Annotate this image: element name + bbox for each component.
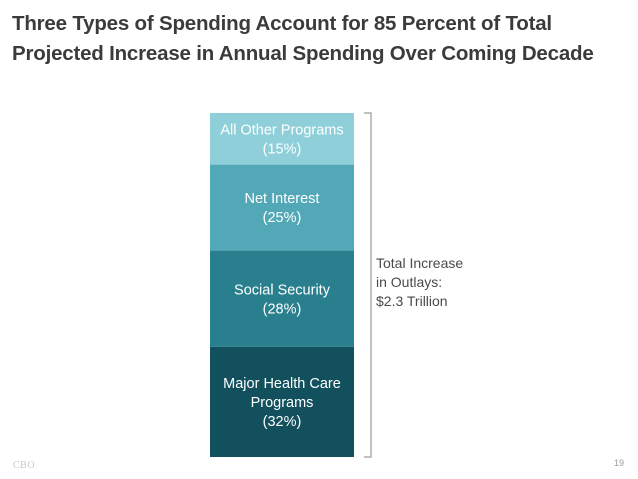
slide-title-line-2: Projected Increase in Annual Spending Ov… [12,42,594,65]
bar-segment-net-interest [210,164,354,251]
footer-source-logo: CBO [13,460,36,471]
total-annotation-line-1: Total Increase [376,255,463,271]
segment-percent-all-other-programs: (15%) [263,141,302,157]
segment-label-major-health-care-programs: Programs [251,395,314,411]
bar-segment-all-other-programs [210,113,354,165]
bar-segment-major-health-care-programs [210,346,354,457]
segment-percent-social-security: (28%) [263,301,302,317]
segment-percent-net-interest: (25%) [263,210,302,226]
total-annotation-line-2: in Outlays: [376,274,442,290]
segment-label-net-interest: Net Interest [245,191,320,207]
segment-label-social-security: Social Security [234,282,331,298]
page-number: 19 [613,458,624,468]
slide-title-line-1: Three Types of Spending Account for 85 P… [12,12,552,35]
segment-label-all-other-programs: All Other Programs [220,122,343,138]
bar-segment-social-security [210,250,354,347]
total-annotation-line-3: $2.3 Trillion [376,293,448,309]
slide-title: Three Types of Spending Account for 85 P… [12,9,632,69]
segment-label-major-health-care-programs: Major Health Care [223,376,341,392]
total-bracket [364,112,372,458]
segment-percent-major-health-care-programs: (32%) [263,414,302,430]
